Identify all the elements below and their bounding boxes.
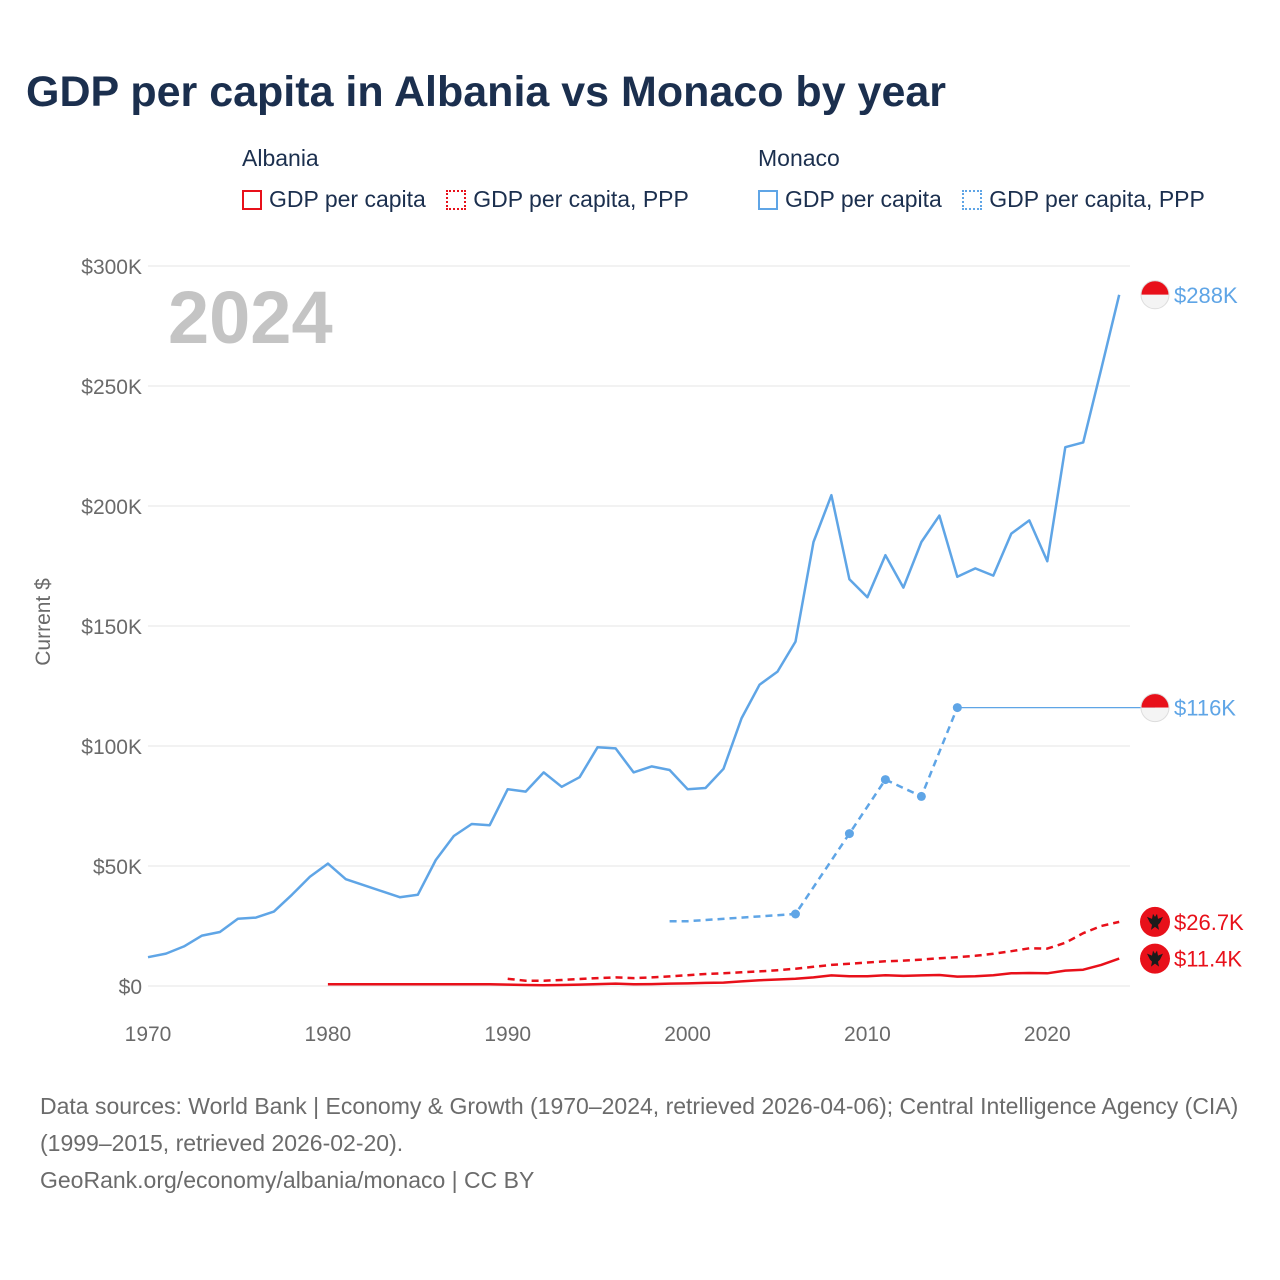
end-label-albania: $26.7K bbox=[1174, 910, 1244, 935]
y-tick-label: $300K bbox=[81, 256, 142, 279]
flag-eagle bbox=[1147, 913, 1163, 930]
legend-albania: Albania GDP per capita GDP per capita, P… bbox=[242, 145, 703, 216]
flag-red-half bbox=[1141, 280, 1169, 295]
flag-red-half bbox=[1141, 693, 1169, 708]
sources-line-2[interactable]: GeoRank.org/economy/albania/monaco | CC … bbox=[40, 1167, 535, 1193]
y-axis-label: Current $ bbox=[32, 578, 55, 666]
flag-border bbox=[1140, 280, 1170, 310]
x-tick-label: 1970 bbox=[125, 1023, 172, 1046]
flag-border bbox=[1140, 693, 1170, 723]
legend-albania-label: Albania bbox=[242, 145, 319, 171]
legend-monaco: Monaco GDP per capita GDP per capita, PP… bbox=[758, 145, 1219, 216]
monaco-flag-icon bbox=[1140, 280, 1170, 310]
legend-swatch-albania-gdp bbox=[242, 189, 262, 210]
monaco-flag-icon bbox=[1140, 693, 1170, 723]
x-tick-label: 2000 bbox=[664, 1023, 711, 1046]
legend-monaco-gdp-label: GDP per capita bbox=[785, 186, 942, 212]
data-point bbox=[880, 775, 890, 785]
series-lines bbox=[147, 294, 1155, 987]
series-line-albania-ppp bbox=[507, 920, 1120, 982]
legend-swatch-albania-ppp bbox=[446, 189, 467, 210]
data-sources: Data sources: World Bank | Economy & Gro… bbox=[40, 1088, 1240, 1199]
legend-albania-gdp[interactable]: GDP per capita bbox=[242, 186, 426, 213]
x-tick-label: 1980 bbox=[304, 1023, 351, 1046]
series-line-monaco-ppp bbox=[669, 707, 959, 923]
grid-lines bbox=[148, 265, 1130, 987]
series-line-albania-gdp bbox=[327, 957, 1120, 987]
y-tick-label: $100K bbox=[81, 736, 142, 759]
y-tick-label: $50K bbox=[93, 856, 142, 879]
legend-albania-ppp-label: GDP per capita, PPP bbox=[473, 186, 689, 212]
legend-monaco-gdp[interactable]: GDP per capita bbox=[758, 186, 942, 213]
legend-swatch-monaco-ppp bbox=[962, 189, 983, 210]
legend-albania-ppp[interactable]: GDP per capita, PPP bbox=[446, 186, 689, 213]
y-tick-label: $150K bbox=[81, 616, 142, 639]
y-tick-label: $200K bbox=[81, 496, 142, 519]
flag-eagle bbox=[1147, 950, 1163, 967]
sources-line-1: Data sources: World Bank | Economy & Gro… bbox=[40, 1093, 1239, 1156]
y-tick-label: $0 bbox=[119, 976, 142, 999]
gdp-line-chart: 2024 Current $ $0 $50K $100K $150K $200K $250… bbox=[32, 256, 1244, 1046]
end-label-monaco: $116K bbox=[1174, 696, 1236, 721]
chart-title: GDP per capita in Albania vs Monaco by y… bbox=[26, 68, 947, 116]
end-label-monaco: $288K bbox=[1174, 283, 1238, 308]
x-tick-label: 2010 bbox=[844, 1023, 891, 1046]
albania-flag-icon bbox=[1140, 906, 1170, 937]
year-watermark: 2024 bbox=[168, 276, 333, 359]
flag-white-half bbox=[1141, 294, 1169, 309]
data-point bbox=[790, 909, 800, 919]
legend-monaco-ppp-label: GDP per capita, PPP bbox=[989, 186, 1205, 212]
flag-white-half bbox=[1141, 707, 1169, 722]
series-line-monaco-gdp bbox=[147, 294, 1121, 959]
legend-swatch-monaco-gdp bbox=[758, 189, 778, 210]
data-point bbox=[844, 829, 854, 839]
data-point bbox=[916, 791, 926, 801]
legend-albania-gdp-label: GDP per capita bbox=[269, 186, 426, 212]
albania-flag-icon bbox=[1140, 943, 1170, 974]
end-label-albania: $11.4K bbox=[1174, 947, 1242, 972]
x-tick-label: 1990 bbox=[484, 1023, 531, 1046]
end-labels: $288K $116K $26.7K $11.4K bbox=[1140, 280, 1244, 974]
legend-monaco-label: Monaco bbox=[758, 145, 840, 171]
x-tick-label: 2020 bbox=[1024, 1023, 1071, 1046]
legend-monaco-ppp[interactable]: GDP per capita, PPP bbox=[962, 186, 1205, 213]
y-tick-label: $250K bbox=[81, 376, 142, 399]
axis-ticks: $0 $50K $100K $150K $200K $250K $300K 1970 1980 1… bbox=[81, 256, 1070, 1046]
